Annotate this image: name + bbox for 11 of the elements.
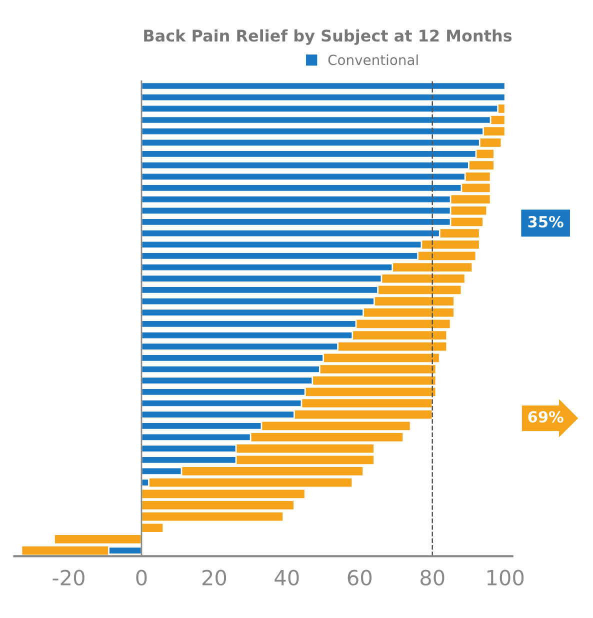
x-tick-label: 0: [136, 570, 147, 586]
chart-title: Back Pain Relief by Subject at 12 Months: [144, 29, 512, 45]
text: 35%: [528, 216, 564, 228]
x-tick-label: 80: [420, 570, 444, 586]
legend-label: Conventional: [328, 54, 418, 66]
text: 69%: [528, 411, 564, 423]
x-tick-label: 100: [487, 570, 524, 586]
x-tick-label: 40: [274, 570, 299, 586]
x-tick-label: 60: [348, 570, 372, 586]
x-tick-label: -20: [52, 570, 84, 586]
x-tick-label: 20: [202, 570, 226, 586]
